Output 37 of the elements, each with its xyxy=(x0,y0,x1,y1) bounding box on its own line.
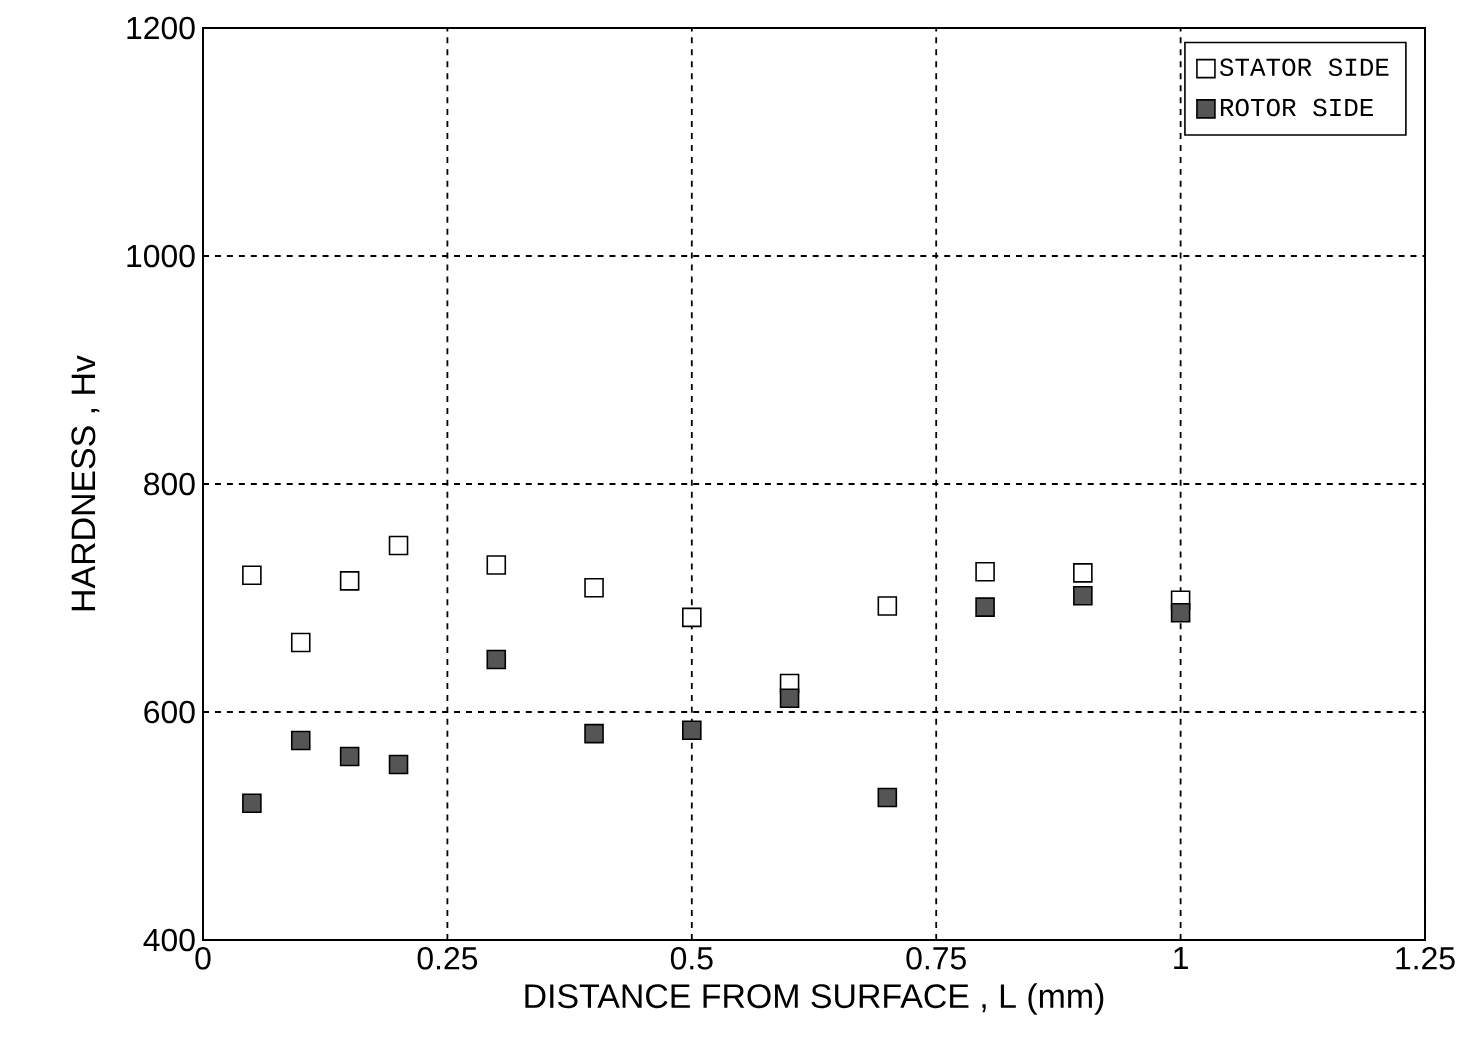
point xyxy=(975,597,995,617)
x-tick-label: 1 xyxy=(1174,947,1188,969)
legend-label: ROTOR SIDE xyxy=(1220,98,1373,117)
y-tick-label: 600 xyxy=(144,700,195,724)
point xyxy=(486,555,507,575)
y-axis-title: HARDNESS , Hv xyxy=(71,355,100,611)
point xyxy=(682,720,702,741)
point xyxy=(584,577,604,598)
x-tick-label: 0.75 xyxy=(906,947,966,970)
point xyxy=(339,571,360,591)
point xyxy=(1073,585,1093,606)
legend-label: STATOR SIDE xyxy=(1219,58,1389,77)
point xyxy=(1170,603,1191,623)
point xyxy=(242,565,262,585)
point xyxy=(388,535,409,556)
point xyxy=(779,688,800,709)
x-tick-label: 0.25 xyxy=(417,947,478,970)
point xyxy=(877,787,898,808)
point xyxy=(339,746,360,767)
y-tick-label: 1000 xyxy=(127,244,195,268)
point xyxy=(877,596,898,616)
y-tick-label: 800 xyxy=(144,472,195,496)
point xyxy=(975,561,995,582)
x-tick-label: 0.5 xyxy=(670,947,713,970)
y-tick-label: 1200 xyxy=(127,16,195,40)
point xyxy=(242,793,262,813)
point xyxy=(486,649,507,670)
point xyxy=(1073,563,1093,583)
point xyxy=(388,754,409,775)
y-tick-label: 400 xyxy=(143,928,195,952)
x-axis-title: DISTANCE FROM SURFACE , L (mm) xyxy=(525,983,1104,1015)
point xyxy=(290,730,311,751)
x-tick-label: 1.25 xyxy=(1396,947,1455,970)
x-tick-label: 0 xyxy=(195,947,211,970)
point xyxy=(682,607,702,628)
point xyxy=(290,632,311,653)
point xyxy=(584,723,604,744)
